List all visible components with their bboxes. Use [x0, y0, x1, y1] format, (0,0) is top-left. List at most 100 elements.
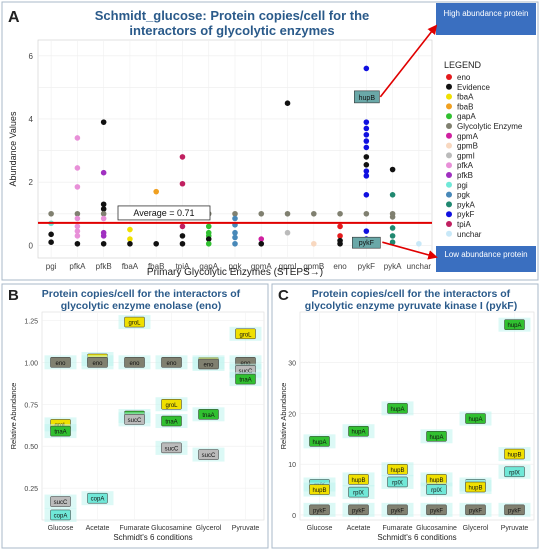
panel-a-pykf-box	[352, 236, 381, 249]
panel-b-point-box	[50, 509, 71, 521]
panel-b-point-label: sucC	[202, 453, 216, 459]
panel-a-point	[232, 240, 238, 247]
panel-a-xtick-label: tpiA	[176, 262, 190, 271]
panel-a-legend-entry: unchar	[457, 230, 482, 239]
panel-c-point-label: pykF	[313, 508, 326, 514]
panel-b-xtick-label: Glycerol	[196, 525, 222, 532]
panel-b-xtick-label: Glucose	[48, 525, 74, 532]
panel-a-point	[363, 161, 370, 168]
panel-c-point-label: pykF	[391, 508, 404, 514]
panel-a-point	[48, 231, 54, 238]
panel-a-high-callout-box	[436, 3, 536, 35]
panel-a-xtick-label: unchar	[407, 262, 432, 271]
panel-a-xtick-label: fbaA	[122, 262, 139, 271]
panel-a-point	[74, 228, 81, 234]
panel-a-xtick-label: pgi	[46, 262, 57, 271]
panel-b-point-label: eno	[166, 361, 177, 367]
panel-b-point-label: tnaA	[239, 378, 251, 384]
panel-a-point	[363, 119, 370, 125]
panel-b-title-line1: Protein copies/cell for the interactors …	[42, 288, 241, 300]
panel-b-point-box	[124, 357, 145, 368]
panel-a-legend-swatch	[446, 113, 452, 120]
panel-a-low-callout-text: Low abundance protein	[444, 250, 527, 259]
panel-b-point-box	[235, 373, 256, 385]
panel-a-legend-swatch	[446, 211, 452, 218]
panel-a-point	[74, 233, 81, 239]
panel-b-ytick-label: 1.25	[24, 318, 38, 325]
panel-a-letter: A	[8, 9, 20, 26]
panel-c-point-label: hupB	[507, 453, 521, 459]
panel-a-point	[284, 210, 291, 217]
panel-a-point	[389, 233, 396, 239]
panel-a-legend-entry: Glycolytic Enzyme	[457, 122, 523, 131]
panel-c-letter: C	[278, 287, 289, 304]
panel-a-point	[74, 223, 81, 230]
panel-c-point-label: hupB	[468, 486, 482, 492]
panel-a-legend-swatch	[446, 123, 452, 129]
panel-b-letter: B	[8, 287, 19, 304]
panel-a-point	[179, 154, 186, 160]
panel-a-point	[100, 201, 107, 208]
panel-c-point-label: hupB	[351, 478, 365, 484]
panel-c-point-box	[426, 504, 447, 516]
panel-a-average-label-box	[117, 205, 211, 221]
panel-c-point-box	[348, 474, 369, 485]
panel-a-point	[48, 239, 54, 246]
panel-a-legend-entry: pykF	[457, 210, 474, 219]
panel-b-ytick-label: 1.00	[24, 360, 38, 367]
panel-c-point-label: rplX	[353, 491, 364, 497]
panel-a-point	[205, 240, 212, 247]
panel-b-xtick-label: Pyruvate	[232, 525, 260, 532]
panel-a-point	[363, 168, 370, 174]
panel-a-xlabel: Primary Glycolytic Enzymes (STEPS→)	[147, 267, 323, 278]
panel-a-xtick-label: gpmB	[303, 262, 324, 271]
panel-a-point	[389, 166, 396, 173]
panel-c-point-label: hupB	[312, 488, 326, 494]
panel-b-point-label: sucC	[165, 446, 179, 452]
panel-a-legend-swatch	[446, 74, 452, 80]
panel-b-ylabel: Relative Abundance	[9, 383, 18, 450]
panel-a-point	[179, 240, 186, 247]
panel-c-point-box	[348, 504, 369, 516]
panel-a-point	[127, 226, 133, 233]
panel-c-point-box	[387, 476, 408, 488]
panel-a-point	[179, 223, 186, 230]
panel-b-point-box	[124, 414, 145, 425]
panel-a-legend-entry: fbaA	[457, 93, 474, 102]
panel-c-point-label: hupA	[351, 430, 365, 436]
panel-a-legend-swatch	[446, 230, 452, 237]
panel-b-point-box	[161, 442, 182, 454]
panel-a-point	[363, 228, 370, 234]
panel-b-point-box	[87, 357, 108, 368]
panel-a-point	[258, 210, 265, 217]
panel-a-point	[153, 188, 159, 195]
panel-a-point	[363, 125, 370, 132]
panel-a-point	[363, 138, 370, 144]
panel-a-xtick-label: eno	[333, 262, 347, 271]
panel-a-legend-swatch	[446, 181, 452, 188]
panel-a-point	[100, 169, 107, 176]
panel-a-legend-swatch	[446, 221, 452, 227]
panel-b-point-box	[161, 357, 182, 368]
panel-c-xtick-label: Glycerol	[463, 525, 489, 532]
panel-c-title-line2: glycolytic enzyme pyruvate kinase I (pyk…	[305, 300, 517, 312]
panel-a-point	[74, 215, 81, 222]
panel-a-point	[232, 215, 238, 222]
panel-c-point-box	[426, 484, 447, 495]
panel-a-point	[389, 239, 396, 246]
panel-b-point-label: groL	[128, 321, 141, 327]
panel-a-point	[337, 210, 343, 217]
panel-c-point-box	[426, 431, 447, 442]
panel-a-point	[232, 234, 238, 241]
panel-a-ytick-label: 4	[29, 115, 34, 124]
panel-b-point-label: copA	[54, 513, 68, 519]
panel-a-point	[337, 240, 343, 247]
panel-a-ylabel: Abundance Values	[8, 111, 18, 186]
panel-c-point-box	[504, 504, 525, 516]
panel-b-point-label: copA	[91, 497, 105, 503]
panel-b-point-label: sucC	[128, 418, 142, 424]
panel-b-point-box	[50, 496, 71, 507]
panel-a-point	[363, 210, 370, 217]
panel-a-point	[363, 192, 370, 198]
panel-c-point-box	[309, 436, 330, 447]
